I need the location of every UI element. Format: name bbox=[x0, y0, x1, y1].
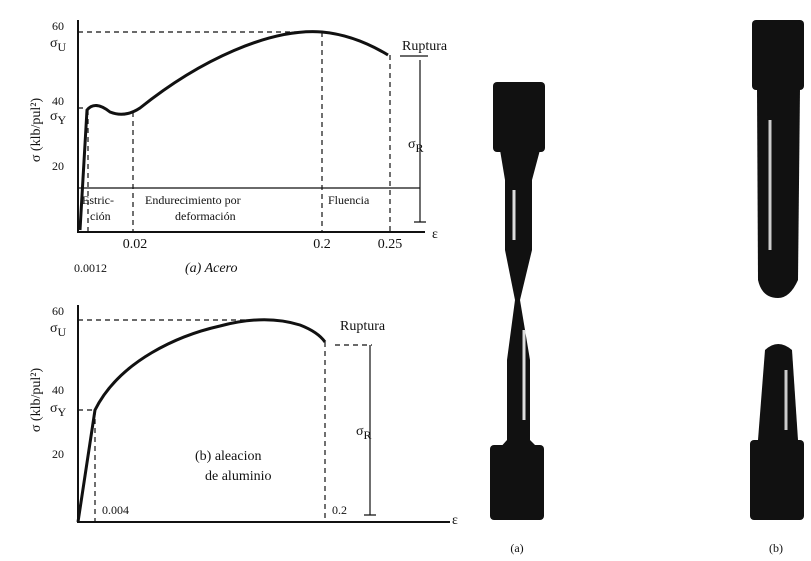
tick: 20 bbox=[52, 159, 64, 173]
shape bbox=[752, 20, 804, 90]
rupture: Ruptura bbox=[340, 319, 386, 334]
axes bbox=[78, 305, 450, 522]
sigma-y: σY bbox=[50, 109, 67, 127]
label-part: R bbox=[416, 141, 424, 155]
shape bbox=[498, 150, 540, 450]
shape bbox=[750, 440, 804, 520]
shape bbox=[758, 344, 798, 440]
specimen-a bbox=[490, 82, 545, 520]
y-label: σ (klb/pul²) bbox=[29, 98, 44, 163]
caption: (b) aleacion bbox=[195, 449, 261, 464]
tick: 60 bbox=[52, 304, 64, 318]
rupture: Ruptura bbox=[402, 39, 448, 54]
tick: 0.0012 bbox=[74, 261, 107, 275]
x-label: ε bbox=[432, 227, 438, 242]
x-label: ε bbox=[452, 513, 458, 528]
label-part: Y bbox=[58, 405, 67, 419]
region: Estric- bbox=[82, 193, 114, 207]
curve bbox=[78, 320, 325, 522]
tick: 40 bbox=[52, 94, 64, 108]
steel-diagram: σ (klb/pul²) 60 40 20 σU σY σR Ruptura E… bbox=[29, 19, 448, 276]
sigma-u: σU bbox=[50, 321, 67, 339]
region: ción bbox=[90, 209, 111, 223]
label-part: U bbox=[58, 40, 67, 54]
sigma-u: σU bbox=[50, 36, 67, 54]
photo-caption: (a) bbox=[510, 541, 523, 555]
regions-line bbox=[78, 56, 428, 222]
tick: 20 bbox=[52, 447, 64, 461]
sigma-r: σR bbox=[356, 424, 372, 442]
axes bbox=[78, 20, 425, 232]
tick: 0.25 bbox=[378, 237, 403, 252]
caption: de aluminio bbox=[205, 469, 272, 484]
figure: σ (klb/pul²) 60 40 20 σU σY σR Ruptura E… bbox=[0, 0, 811, 561]
shape bbox=[757, 88, 800, 298]
sigma-r: σR bbox=[408, 137, 424, 155]
tick: 0.02 bbox=[123, 237, 148, 252]
guides bbox=[78, 320, 372, 522]
tick: 0.004 bbox=[102, 503, 129, 517]
region: Fluencia bbox=[328, 193, 370, 207]
specimen-b bbox=[750, 20, 804, 520]
region: Endurecimiento por bbox=[145, 193, 241, 207]
tick: 0.2 bbox=[332, 503, 347, 517]
label-part: U bbox=[58, 325, 67, 339]
shape bbox=[490, 445, 544, 520]
sigma-y: σY bbox=[50, 401, 67, 419]
caption: (a) Acero bbox=[185, 261, 237, 276]
photo-caption: (b) bbox=[769, 541, 783, 555]
aluminum-diagram: σ (klb/pul²) 60 40 20 σU σY σR Ruptura (… bbox=[29, 304, 458, 528]
tick: 0.2 bbox=[313, 237, 331, 252]
region: deformación bbox=[175, 209, 236, 223]
tick: 60 bbox=[52, 19, 64, 33]
label-part: R bbox=[364, 428, 372, 442]
tick: 40 bbox=[52, 383, 64, 397]
y-label: σ (klb/pul²) bbox=[29, 368, 44, 433]
shape bbox=[493, 82, 545, 152]
label-part: Y bbox=[58, 113, 67, 127]
